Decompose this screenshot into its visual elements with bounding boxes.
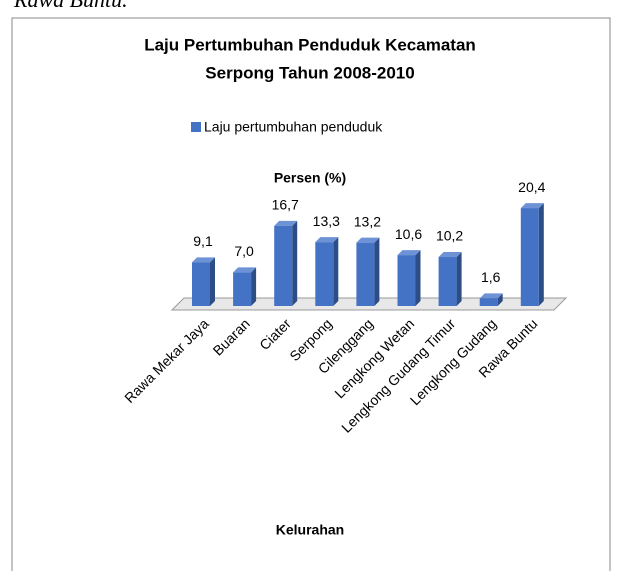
data-label: 13,2 <box>354 213 381 229</box>
bar-side <box>251 267 257 306</box>
bar-front <box>520 208 539 306</box>
data-label: 7,0 <box>234 243 254 259</box>
data-label: 9,1 <box>193 233 213 249</box>
bar-front <box>233 272 252 306</box>
bar-side <box>333 237 339 306</box>
bar-top <box>479 293 503 299</box>
bar-top <box>520 203 544 209</box>
bar-front <box>315 242 334 306</box>
bar-top <box>315 237 339 243</box>
data-label: 20,4 <box>518 179 545 195</box>
bar <box>356 237 380 306</box>
bar-front <box>192 262 210 306</box>
bar-top <box>192 257 215 263</box>
legend-label: Laju pertumbuhan penduduk <box>204 119 383 135</box>
bar <box>274 220 298 306</box>
x-tick-label: Ciater <box>256 315 294 353</box>
chart-title: Laju Pertumbuhan Penduduk Kecamatan <box>144 35 476 54</box>
bar-side <box>210 257 215 306</box>
data-label: 1,6 <box>481 269 501 285</box>
bar <box>315 237 339 306</box>
legend-swatch <box>191 122 201 132</box>
bar-front <box>356 242 375 306</box>
x-tick-label: Rawa Mekar Jaya <box>121 315 212 406</box>
data-label: 10,6 <box>395 226 422 242</box>
bar-front <box>274 225 293 306</box>
bar-side <box>456 252 462 306</box>
bar-side <box>292 220 298 306</box>
y-axis-title: Persen (%) <box>274 170 346 186</box>
bar-front <box>397 255 416 306</box>
bar-top <box>397 250 421 256</box>
bar <box>397 250 421 306</box>
bar-front <box>438 257 457 306</box>
bar-side <box>497 293 503 306</box>
bar <box>520 203 544 306</box>
context-text: Rawa Buntu. <box>13 0 128 12</box>
data-label: 13,3 <box>313 213 340 229</box>
data-label: 16,7 <box>272 197 299 213</box>
bar-top <box>233 267 257 273</box>
x-axis-title: Kelurahan <box>276 522 344 538</box>
data-label: 10,2 <box>436 228 463 244</box>
bar-side <box>415 250 421 306</box>
bar-side <box>538 203 544 306</box>
bar <box>233 267 257 306</box>
bar <box>438 252 462 306</box>
bar-side <box>374 237 380 306</box>
chart-subtitle: Serpong Tahun 2008-2010 <box>205 63 414 82</box>
bar-front <box>479 298 498 306</box>
bar <box>192 257 215 306</box>
chart-frame <box>11 17 611 571</box>
bar <box>479 293 503 306</box>
bar-top <box>438 252 462 258</box>
x-tick-label: Buaran <box>210 315 253 358</box>
bar-top <box>356 237 380 243</box>
bar-top <box>274 220 298 226</box>
